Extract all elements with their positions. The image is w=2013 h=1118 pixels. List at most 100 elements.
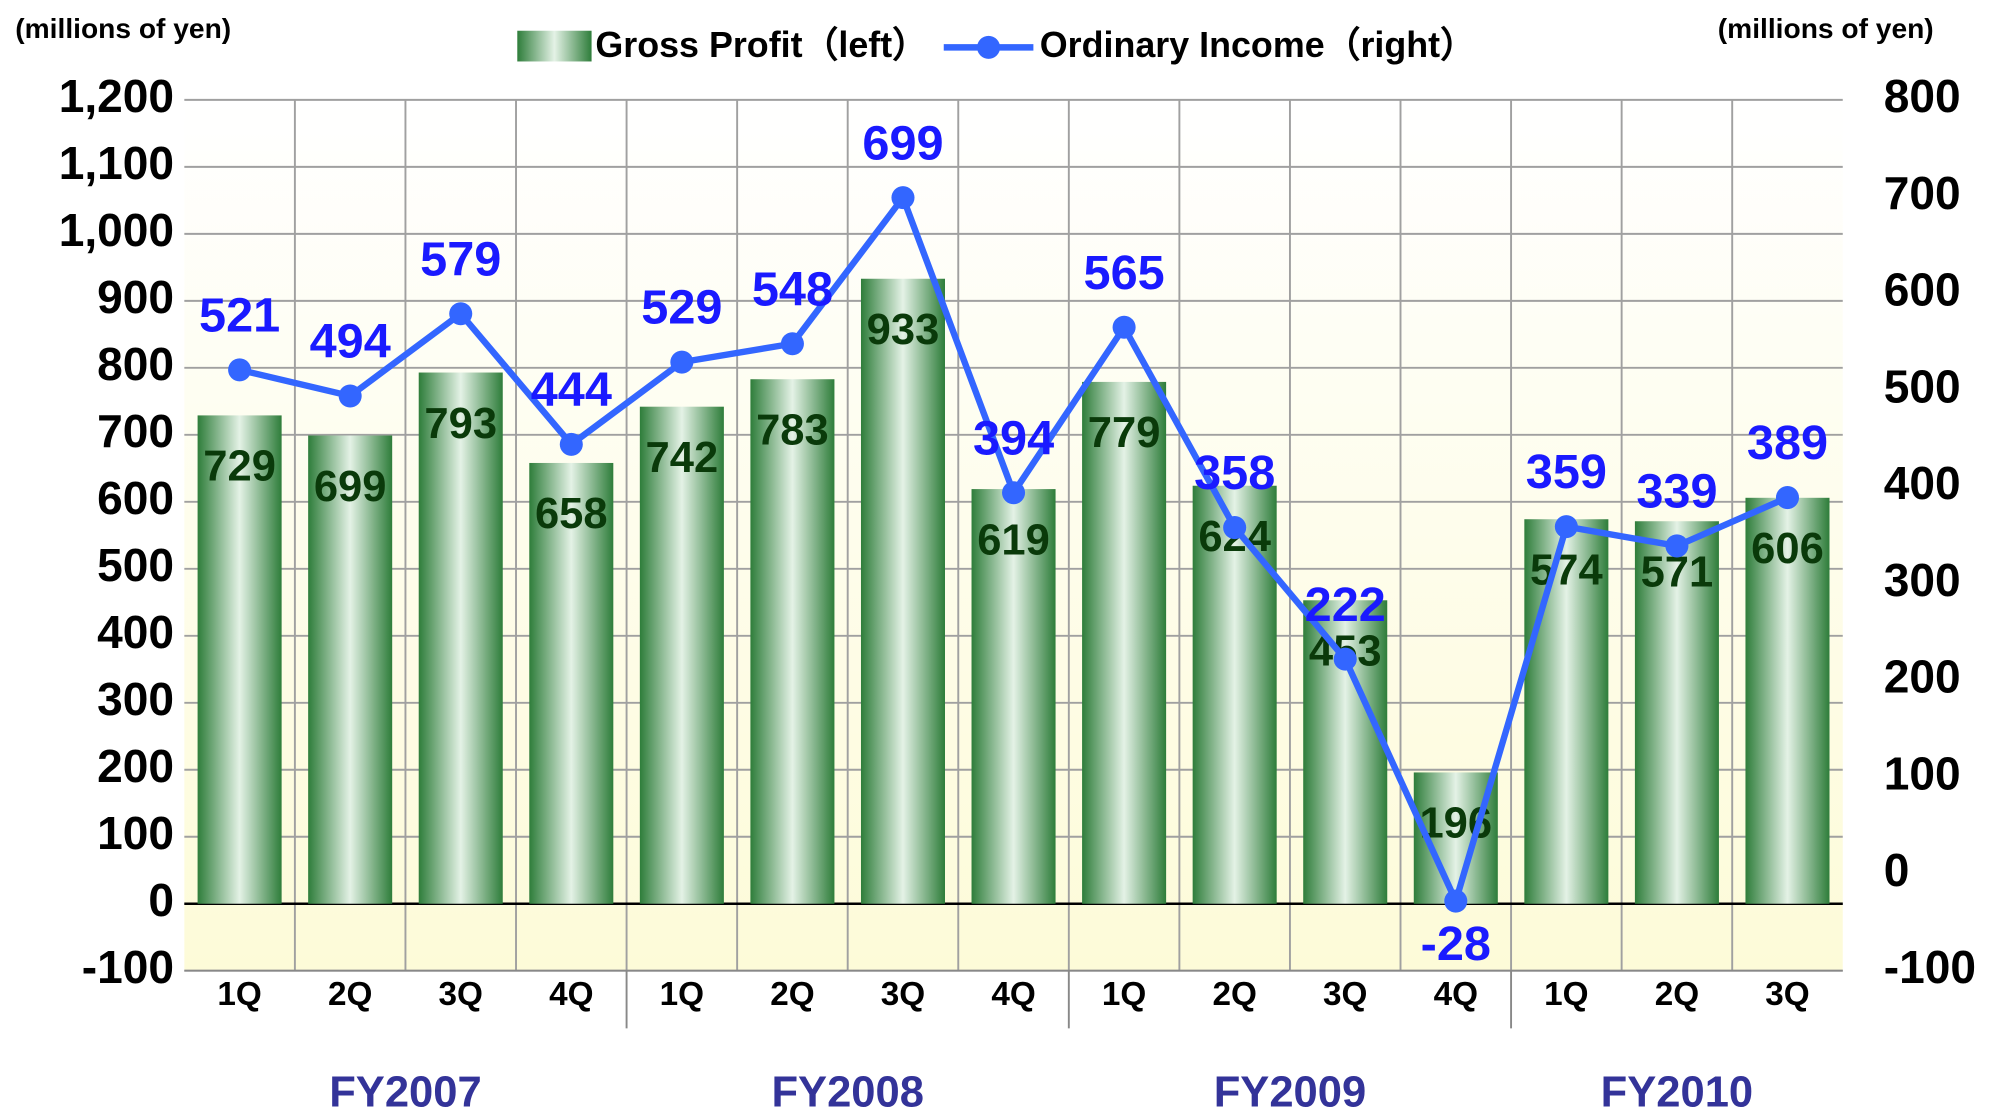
y2-tick-label: 700: [1884, 167, 1961, 219]
bar-value-label: 699: [314, 463, 387, 511]
line-value-label: 389: [1747, 416, 1828, 470]
line-value-label: 494: [310, 315, 391, 369]
y2-tick-label: 100: [1884, 747, 1961, 799]
y2-tick-label: 200: [1884, 651, 1961, 703]
line-value-label: 444: [531, 363, 612, 417]
bar-value-label: 779: [1088, 409, 1161, 457]
x-tick-label: 1Q: [1544, 976, 1588, 1013]
x-tick-label: 1Q: [217, 976, 261, 1013]
line-marker: [670, 350, 694, 374]
y-tick-label: 300: [97, 673, 174, 725]
line-value-label: 579: [420, 232, 501, 286]
line-value-label: 339: [1636, 465, 1717, 519]
y-tick-label: 800: [97, 338, 174, 390]
line-marker: [1665, 534, 1689, 558]
line-value-label: 222: [1305, 578, 1386, 632]
y-tick-label: 600: [97, 472, 174, 524]
line-marker: [1002, 481, 1026, 505]
bar: [1082, 381, 1167, 904]
line-value-label: 699: [862, 116, 943, 170]
bar: [750, 379, 835, 904]
legend-label: Gross Profit（left）: [595, 25, 928, 65]
y2-tick-label: 0: [1884, 844, 1910, 896]
legend-line-marker: [977, 35, 1001, 59]
line-value-label: 359: [1526, 445, 1607, 499]
legend-label: Ordinary Income（right）: [1040, 25, 1476, 65]
bar: [197, 415, 282, 904]
line-marker: [1554, 515, 1578, 539]
bar: [971, 489, 1056, 904]
bar: [1634, 521, 1719, 904]
y-tick-label: 400: [97, 606, 174, 658]
bar-value-label: 783: [756, 407, 829, 455]
bar: [308, 435, 393, 904]
line-value-label: 529: [641, 281, 722, 335]
x-tick-label: 1Q: [1102, 976, 1146, 1013]
line-value-label: 548: [752, 262, 833, 316]
line-value-label: 565: [1084, 246, 1165, 300]
y-tick-label: 500: [97, 539, 174, 591]
y2-tick-label: -100: [1884, 941, 1976, 993]
bar-value-label: 606: [1751, 525, 1824, 573]
legend-bar-swatch: [517, 30, 592, 62]
y-tick-label: -100: [82, 941, 174, 993]
x-tick-label: 4Q: [1434, 976, 1478, 1013]
y-tick-label: 900: [97, 271, 174, 323]
bar: [1745, 497, 1830, 904]
y-tick-label: 200: [97, 740, 174, 792]
x-tick-label: 2Q: [1655, 976, 1699, 1013]
y2-axis-label: (millions of yen): [1718, 12, 1934, 44]
bar-value-label: 742: [646, 434, 719, 482]
line-marker: [780, 332, 804, 356]
x-tick-label: 4Q: [991, 976, 1035, 1013]
line-marker: [559, 432, 583, 456]
y-tick-label: 700: [97, 405, 174, 457]
group-label: FY2007: [329, 1068, 481, 1116]
line-value-label: 394: [973, 411, 1054, 465]
bar-value-label: 793: [424, 400, 497, 448]
group-label: FY2009: [1214, 1068, 1366, 1116]
y2-tick-label: 300: [1884, 554, 1961, 606]
bar: [529, 462, 614, 904]
x-tick-label: 2Q: [770, 976, 814, 1013]
line-value-label: 358: [1194, 446, 1275, 500]
line-marker: [891, 186, 915, 210]
line-value-label: 521: [199, 288, 280, 342]
line-marker: [449, 302, 473, 326]
y-tick-label: 1,200: [59, 70, 174, 122]
x-tick-label: 2Q: [328, 976, 372, 1013]
bar-value-label: 619: [977, 516, 1050, 564]
group-label: FY2008: [771, 1068, 923, 1116]
line-marker: [1223, 516, 1247, 540]
y-tick-label: 1,100: [59, 137, 174, 189]
y-tick-label: 0: [148, 874, 174, 926]
y-axis-label: (millions of yen): [15, 12, 231, 44]
y2-tick-label: 800: [1884, 70, 1961, 122]
line-value-label: -28: [1421, 917, 1491, 971]
y2-tick-label: 500: [1884, 360, 1961, 412]
bar-value-label: 729: [203, 443, 276, 491]
line-marker: [1444, 889, 1468, 913]
bar: [860, 278, 945, 904]
bar: [1524, 519, 1609, 904]
bar: [639, 406, 724, 904]
x-tick-label: 4Q: [549, 976, 593, 1013]
x-tick-label: 3Q: [881, 976, 925, 1013]
x-tick-label: 2Q: [1212, 976, 1256, 1013]
x-tick-label: 3Q: [1323, 976, 1367, 1013]
line-marker: [1775, 486, 1800, 510]
bar-value-label: 574: [1530, 547, 1603, 595]
line-marker: [1112, 315, 1136, 339]
y-tick-label: 100: [97, 807, 174, 859]
bar: [418, 372, 503, 904]
group-label: FY2010: [1601, 1068, 1753, 1116]
bar-value-label: 658: [535, 490, 608, 538]
line-marker: [1333, 647, 1357, 671]
y2-tick-label: 400: [1884, 457, 1961, 509]
bar: [1192, 485, 1277, 904]
line-marker: [228, 358, 252, 382]
bar-value-label: 933: [867, 306, 940, 354]
x-tick-label: 3Q: [439, 976, 483, 1013]
